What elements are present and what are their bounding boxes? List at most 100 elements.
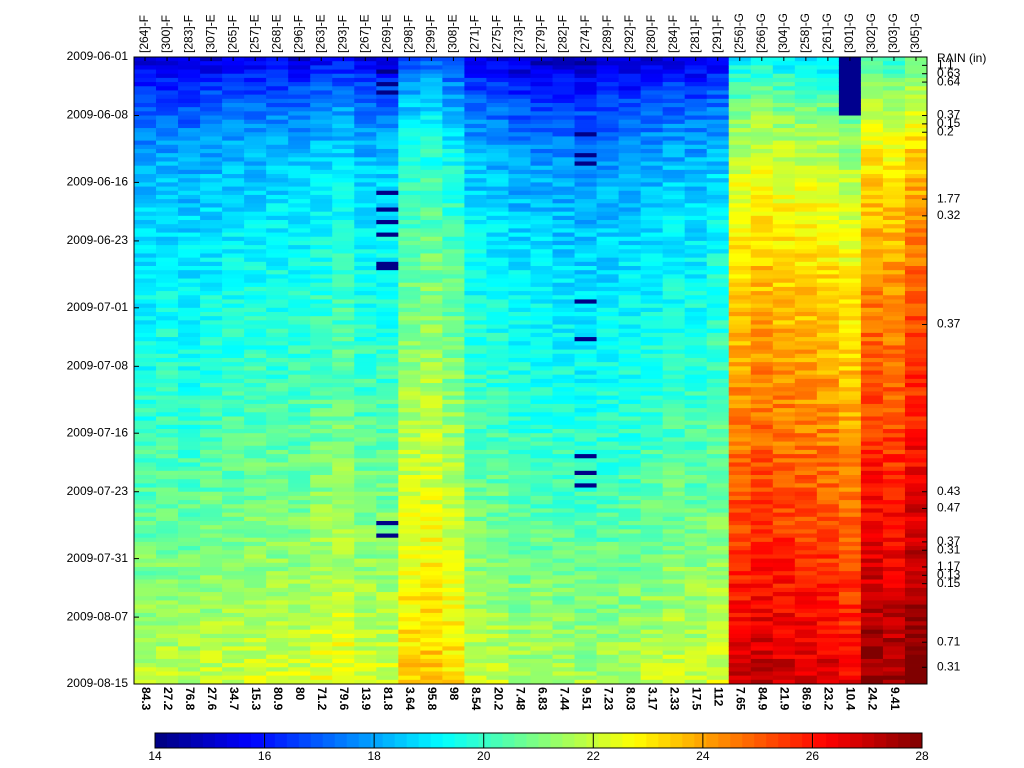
heatmap-cell <box>134 136 157 142</box>
heatmap-cell <box>552 190 576 196</box>
heatmap-cell <box>398 449 421 455</box>
heatmap-cell <box>574 667 598 672</box>
heatmap-cell <box>596 516 620 522</box>
heatmap-cell <box>640 266 664 271</box>
heatmap-cell <box>398 383 421 388</box>
heatmap-cell <box>266 592 289 597</box>
heatmap-cell <box>530 295 554 300</box>
heatmap-cell <box>750 270 774 275</box>
heatmap-cell <box>574 77 598 83</box>
heatmap-cell <box>706 257 730 263</box>
heatmap-cell <box>332 550 355 555</box>
heatmap-cell <box>640 82 664 87</box>
heatmap-cell <box>442 583 465 589</box>
heatmap-cell <box>266 274 289 280</box>
heatmap-cell <box>464 571 487 576</box>
heatmap-cell <box>310 119 333 125</box>
heatmap-cell <box>266 174 289 179</box>
heatmap-cell <box>838 190 862 196</box>
heatmap-cell <box>200 475 223 480</box>
heatmap-cell <box>816 328 840 334</box>
heatmap-cell <box>618 232 642 238</box>
heatmap-cell <box>288 266 311 271</box>
heatmap-cell <box>376 612 399 618</box>
heatmap-cell <box>728 658 752 664</box>
heatmap-cell <box>552 629 576 635</box>
heatmap-cell <box>464 462 487 468</box>
heatmap-column <box>398 57 421 685</box>
heatmap-cell <box>354 629 377 635</box>
heatmap-cell <box>332 646 355 652</box>
heatmap-cell <box>706 525 730 530</box>
heatmap-cell <box>750 169 774 175</box>
heatmap-cell <box>552 270 576 275</box>
heatmap-cell <box>860 61 884 66</box>
heatmap-cell <box>266 621 289 626</box>
heatmap-cell <box>244 261 267 267</box>
heatmap-cell <box>816 679 840 685</box>
heatmap-cell <box>178 571 201 576</box>
heatmap-cell <box>178 516 201 522</box>
heatmap-cell <box>662 454 686 459</box>
heatmap-cell <box>640 525 664 530</box>
heatmap-cell <box>288 132 311 137</box>
heatmap-cell <box>508 562 531 568</box>
heatmap-cell <box>838 470 862 476</box>
heatmap-cell <box>222 194 245 200</box>
heatmap-cell <box>596 178 620 183</box>
heatmap-cell <box>332 537 355 543</box>
heatmap-cell <box>794 357 818 363</box>
heatmap-cell <box>244 82 267 87</box>
heatmap-cell <box>244 366 267 371</box>
heatmap-cell <box>178 337 201 342</box>
heatmap-cell <box>816 362 840 367</box>
heatmap-cell <box>772 157 796 162</box>
heatmap-cell <box>816 638 840 643</box>
heatmap-cell <box>706 215 730 221</box>
heatmap-cell <box>728 111 752 117</box>
heatmap-cell <box>156 161 179 167</box>
heatmap-cell <box>464 98 487 104</box>
heatmap-cell <box>442 98 465 104</box>
heatmap-cell <box>728 144 752 150</box>
heatmap-cell <box>156 320 179 326</box>
heatmap-cell <box>332 596 355 601</box>
heatmap-cell <box>574 437 598 443</box>
heatmap-cell <box>618 245 642 250</box>
heatmap-cell <box>244 320 267 326</box>
heatmap-cell <box>222 412 245 417</box>
heatmap-cell <box>134 449 157 455</box>
heatmap-cell <box>816 86 840 91</box>
heatmap-cell <box>464 291 487 296</box>
heatmap-cell <box>244 633 267 639</box>
heatmap-cell <box>464 587 487 593</box>
heatmap-cell <box>398 437 421 443</box>
heatmap-cell <box>552 220 576 225</box>
heatmap-cell <box>376 512 399 518</box>
heatmap-cell <box>178 111 201 117</box>
heatmap-cell <box>486 161 509 167</box>
heatmap-cell <box>288 566 311 572</box>
heatmap-cell <box>750 316 774 321</box>
heatmap-cell <box>354 353 377 359</box>
heatmap-cell <box>376 165 399 171</box>
heatmap-cell <box>640 658 664 664</box>
heatmap-cell <box>508 144 531 150</box>
heatmap-cell <box>706 650 730 656</box>
heatmap-cell <box>684 516 708 522</box>
heatmap-cell <box>310 416 333 422</box>
heatmap-cell <box>618 629 642 635</box>
heatmap-cell <box>794 295 818 300</box>
heatmap-cell <box>706 186 730 192</box>
heatmap-cell <box>222 395 245 401</box>
heatmap-cell <box>266 391 289 397</box>
heatmap-cell <box>398 174 421 179</box>
heatmap-cell <box>596 357 620 363</box>
heatmap-cell <box>618 408 642 413</box>
heatmap-cell <box>706 153 730 158</box>
heatmap-cell <box>640 240 664 246</box>
heatmap-cell <box>376 220 399 225</box>
heatmap-cell <box>640 491 664 497</box>
heatmap-cell <box>618 449 642 455</box>
heatmap-cell <box>354 144 377 150</box>
